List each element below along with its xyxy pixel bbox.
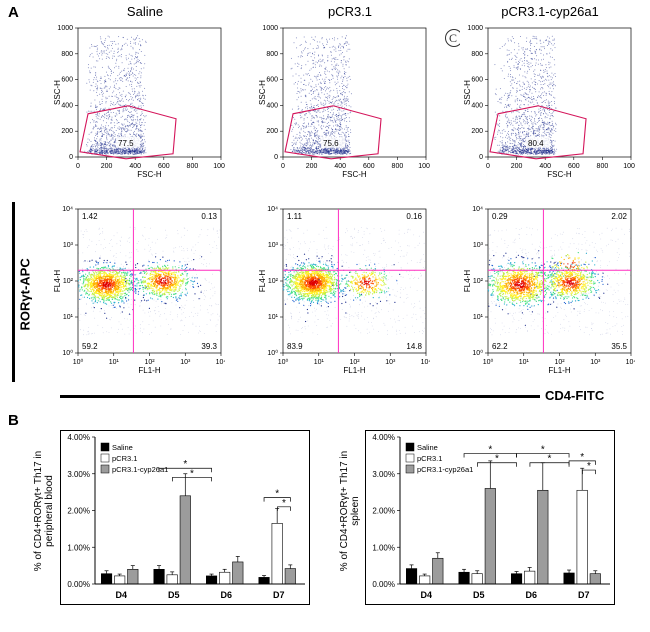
svg-text:10²: 10²	[63, 278, 74, 285]
svg-text:400: 400	[129, 163, 141, 170]
side-line-x	[60, 395, 540, 398]
svg-text:SSC-H: SSC-H	[53, 80, 62, 105]
bar-ylabel-left: % of CD4+RORγt+ Th17 inperipheral blood	[33, 441, 55, 581]
svg-text:0: 0	[281, 163, 285, 170]
svg-text:10⁰: 10⁰	[73, 358, 84, 366]
svg-text:1000: 1000	[418, 163, 430, 170]
bar-chart-right: 0.00%1.00%2.00%3.00%4.00%D4D5D6D7******S…	[365, 430, 615, 605]
svg-text:200: 200	[101, 163, 113, 170]
svg-text:80.4: 80.4	[528, 139, 544, 148]
panel-b-label: B	[8, 412, 19, 429]
svg-text:800: 800	[187, 163, 199, 170]
svg-text:10³: 10³	[63, 242, 74, 249]
svg-text:FSC-H: FSC-H	[547, 170, 572, 179]
panel-a-label: A	[8, 4, 19, 21]
svg-text:400: 400	[61, 102, 73, 109]
svg-text:1000: 1000	[623, 163, 635, 170]
svg-text:10⁰: 10⁰	[62, 349, 73, 357]
svg-text:800: 800	[392, 163, 404, 170]
roryt-apc-label: RORγt-APC	[18, 241, 33, 331]
svg-text:600: 600	[61, 77, 73, 84]
svg-text:400: 400	[334, 163, 346, 170]
svg-text:600: 600	[568, 163, 580, 170]
svg-text:FSC-H: FSC-H	[342, 170, 367, 179]
svg-text:0: 0	[479, 154, 483, 161]
svg-text:400: 400	[266, 102, 278, 109]
svg-text:200: 200	[511, 163, 523, 170]
svg-text:FSC-H: FSC-H	[137, 170, 162, 179]
fl-density-plot-1: 10⁰10⁰10¹10¹10²10²10³10³10⁴10⁴1.110.1683…	[255, 205, 430, 375]
fsc-ssc-plot-1: 0 200 400 600 800 1000 0 200 400 600 800 1000 75.6 FS…	[255, 24, 430, 179]
svg-text:0: 0	[69, 154, 73, 161]
bar-chart-left: 0.00%1.00%2.00%3.00%4.00%D4D5D6D7****Sal…	[60, 430, 310, 605]
svg-text:1000: 1000	[262, 25, 278, 32]
col-title-2: pCR3.1-cyp26a1	[470, 4, 630, 19]
svg-text:200: 200	[266, 128, 278, 135]
col-title-1: pCR3.1	[280, 4, 420, 19]
fsc-ssc-plot-0: 0 200 400 600 800 1000 0 200 400 600 800 1000 77.5 FS…	[50, 24, 225, 179]
svg-text:0: 0	[76, 163, 80, 170]
svg-text:600: 600	[363, 163, 375, 170]
svg-text:800: 800	[266, 51, 278, 58]
svg-text:SSC-H: SSC-H	[258, 80, 267, 105]
svg-text:1000: 1000	[57, 25, 73, 32]
svg-text:200: 200	[61, 128, 73, 135]
bar-ylabel-right: % of CD4+RORγt+ Th17 in spleen	[339, 436, 361, 586]
svg-text:1000: 1000	[213, 163, 225, 170]
svg-text:0: 0	[274, 154, 278, 161]
svg-text:600: 600	[471, 77, 483, 84]
svg-text:600: 600	[158, 163, 170, 170]
svg-text:600: 600	[266, 77, 278, 84]
svg-text:800: 800	[597, 163, 609, 170]
svg-text:800: 800	[61, 51, 73, 58]
svg-text:1000: 1000	[467, 25, 483, 32]
svg-text:SSC-H: SSC-H	[463, 80, 472, 105]
svg-text:800: 800	[471, 51, 483, 58]
side-line-y	[12, 202, 15, 382]
svg-text:10⁴: 10⁴	[216, 359, 225, 366]
cd4-fitc-label: CD4-FITC	[545, 388, 604, 403]
col-title-0: Saline	[75, 4, 215, 19]
fl-density-plot-0: 10⁰10⁰10¹10¹10²10²10³10³10⁴10⁴1.420.1359…	[50, 205, 225, 375]
svg-text:10²: 10²	[144, 359, 155, 366]
svg-text:10¹: 10¹	[109, 359, 120, 366]
svg-text:10⁴: 10⁴	[62, 206, 73, 213]
fl-density-plot-2: 10⁰10⁰10¹10¹10²10²10³10³10⁴10⁴0.292.0262…	[460, 205, 635, 375]
svg-text:400: 400	[539, 163, 551, 170]
svg-text:0: 0	[486, 163, 490, 170]
svg-text:75.6: 75.6	[323, 139, 339, 148]
svg-text:10³: 10³	[180, 359, 191, 366]
svg-text:77.5: 77.5	[118, 139, 134, 148]
svg-text:200: 200	[471, 128, 483, 135]
svg-text:400: 400	[471, 102, 483, 109]
svg-text:10¹: 10¹	[63, 314, 74, 321]
svg-text:200: 200	[306, 163, 318, 170]
fsc-ssc-plot-2: 0 200 400 600 800 1000 0 200 400 600 800 1000 80.4 FS…	[460, 24, 635, 179]
